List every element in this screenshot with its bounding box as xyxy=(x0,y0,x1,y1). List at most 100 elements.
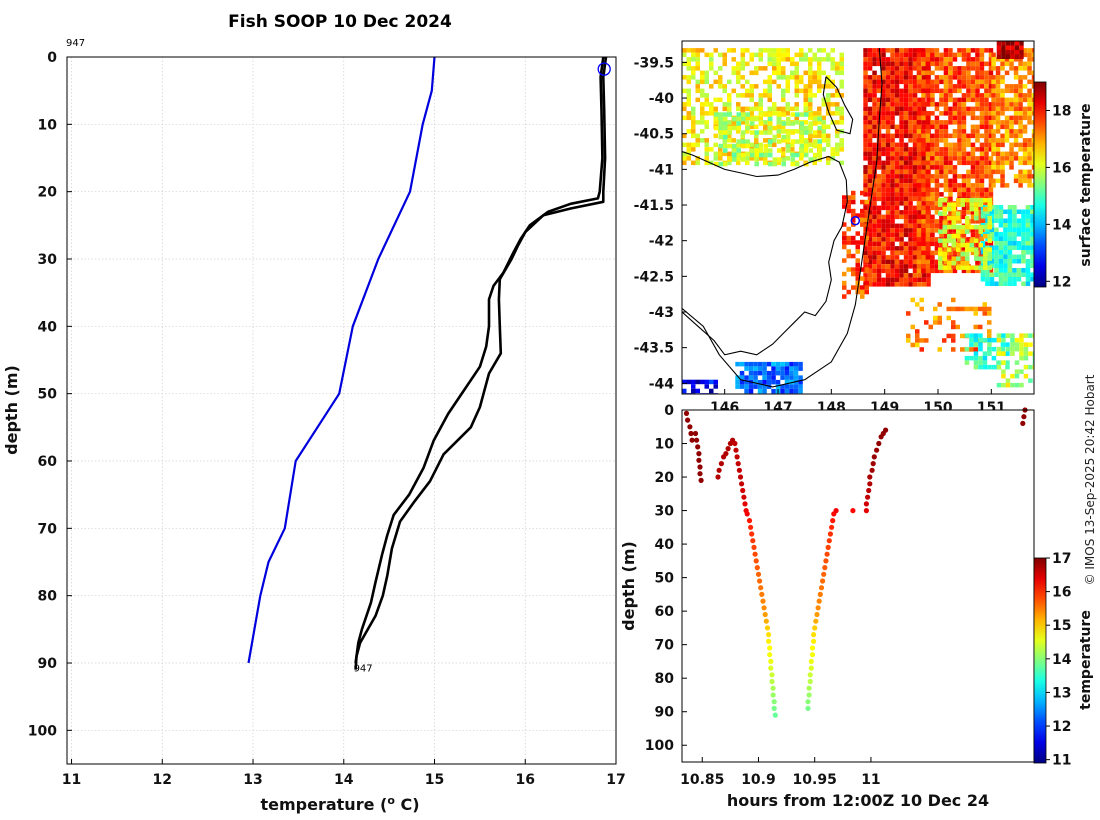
sst-cell xyxy=(943,214,949,220)
sst-cell xyxy=(957,70,962,76)
sst-cell xyxy=(700,75,705,80)
sst-cell xyxy=(718,79,723,85)
sst-cell xyxy=(894,201,900,206)
sst-cell xyxy=(943,246,949,251)
sst-cell xyxy=(885,111,891,116)
sst-cell xyxy=(749,84,754,89)
sst-cell xyxy=(762,361,767,367)
sst-cell xyxy=(1031,138,1034,143)
sst-cell xyxy=(961,66,967,71)
sst-cell xyxy=(933,315,938,321)
sst-cell xyxy=(951,224,956,230)
sst-cell xyxy=(722,102,727,107)
sst-cell xyxy=(864,285,869,290)
transect-x-tick: 10.85 xyxy=(680,772,724,788)
sst-cell xyxy=(987,351,992,356)
sst-cell xyxy=(961,151,967,157)
sst-cell xyxy=(912,250,918,256)
sst-cell xyxy=(781,134,786,140)
sst-cell xyxy=(978,355,983,361)
sst-cell xyxy=(899,241,904,247)
sst-cell xyxy=(781,57,786,62)
sst-cell xyxy=(808,106,813,112)
sst-cell xyxy=(1030,205,1034,210)
sst-cell xyxy=(704,379,709,385)
sst-cell xyxy=(912,183,918,188)
sst-cell xyxy=(980,232,986,237)
sst-cell xyxy=(921,241,926,247)
sst-cell xyxy=(908,88,913,94)
sst-cell xyxy=(821,129,826,134)
sst-cell xyxy=(925,205,931,211)
sst-cell xyxy=(939,66,944,71)
sst-cell xyxy=(1013,84,1019,89)
sst-cell xyxy=(948,111,953,116)
sst-cell xyxy=(1013,138,1019,143)
sst-cell xyxy=(748,361,754,367)
sst-cell xyxy=(1012,272,1017,277)
sst-cell xyxy=(939,268,944,274)
sst-cell xyxy=(872,282,877,287)
sst-cell xyxy=(745,48,750,53)
sst-cell xyxy=(812,57,817,62)
sst-cell xyxy=(894,151,900,157)
sst-cell xyxy=(1030,272,1034,277)
sst-cell xyxy=(798,379,803,385)
sst-cell xyxy=(952,111,958,116)
profile-line-black-b xyxy=(354,56,605,664)
sst-cell xyxy=(781,147,786,152)
sst-cell xyxy=(771,375,776,380)
sst-cell xyxy=(872,84,877,89)
sst-cell xyxy=(789,388,794,394)
transect-points xyxy=(683,407,1028,718)
sst-cell xyxy=(960,238,965,243)
sst-cell xyxy=(789,384,794,389)
sst-cell xyxy=(960,251,965,257)
sst-cell xyxy=(930,201,935,206)
sst-cell xyxy=(921,70,926,76)
sst-cell xyxy=(903,169,909,175)
sst-cell xyxy=(885,273,891,278)
sst-cell xyxy=(1031,129,1034,134)
sst-cell xyxy=(957,156,962,161)
sst-cell xyxy=(925,102,931,107)
sst-cell xyxy=(803,57,808,62)
sst-cell xyxy=(1000,169,1005,175)
sst-cell xyxy=(713,151,718,157)
sst-cell xyxy=(821,120,826,125)
sst-cell xyxy=(754,124,759,130)
sst-cell xyxy=(989,272,995,277)
sst-cell xyxy=(691,384,696,389)
sst-cell xyxy=(961,97,967,103)
sst-cell xyxy=(876,187,882,193)
sst-cell xyxy=(732,143,737,149)
sst-cell xyxy=(1023,355,1029,361)
sst-cell xyxy=(925,232,931,238)
sst-cell xyxy=(731,48,736,53)
sst-cell xyxy=(952,264,958,269)
sst-cell xyxy=(686,48,691,53)
sst-cell xyxy=(1001,45,1006,50)
sst-cell xyxy=(1025,250,1031,255)
sst-cell xyxy=(872,61,877,67)
sst-cell xyxy=(830,111,835,116)
sst-cell xyxy=(704,52,709,58)
sst-cell xyxy=(942,206,947,212)
sst-cell xyxy=(964,346,970,352)
sst-cell xyxy=(1021,227,1026,232)
sst-cell xyxy=(739,361,745,367)
sst-cell xyxy=(863,48,868,53)
sst-cell xyxy=(948,250,953,256)
sst-cell xyxy=(881,93,886,98)
sst-cell xyxy=(876,210,882,215)
sst-cell xyxy=(786,121,791,126)
sst-cell xyxy=(991,93,996,98)
sst-cell xyxy=(1025,205,1031,210)
sst-cell xyxy=(998,268,1004,273)
sst-cell xyxy=(919,306,924,312)
sst-cell xyxy=(851,253,856,259)
sst-cell xyxy=(842,294,847,299)
sst-cell xyxy=(1009,57,1014,62)
sst-cell xyxy=(736,129,741,134)
sst-cell xyxy=(817,120,822,125)
